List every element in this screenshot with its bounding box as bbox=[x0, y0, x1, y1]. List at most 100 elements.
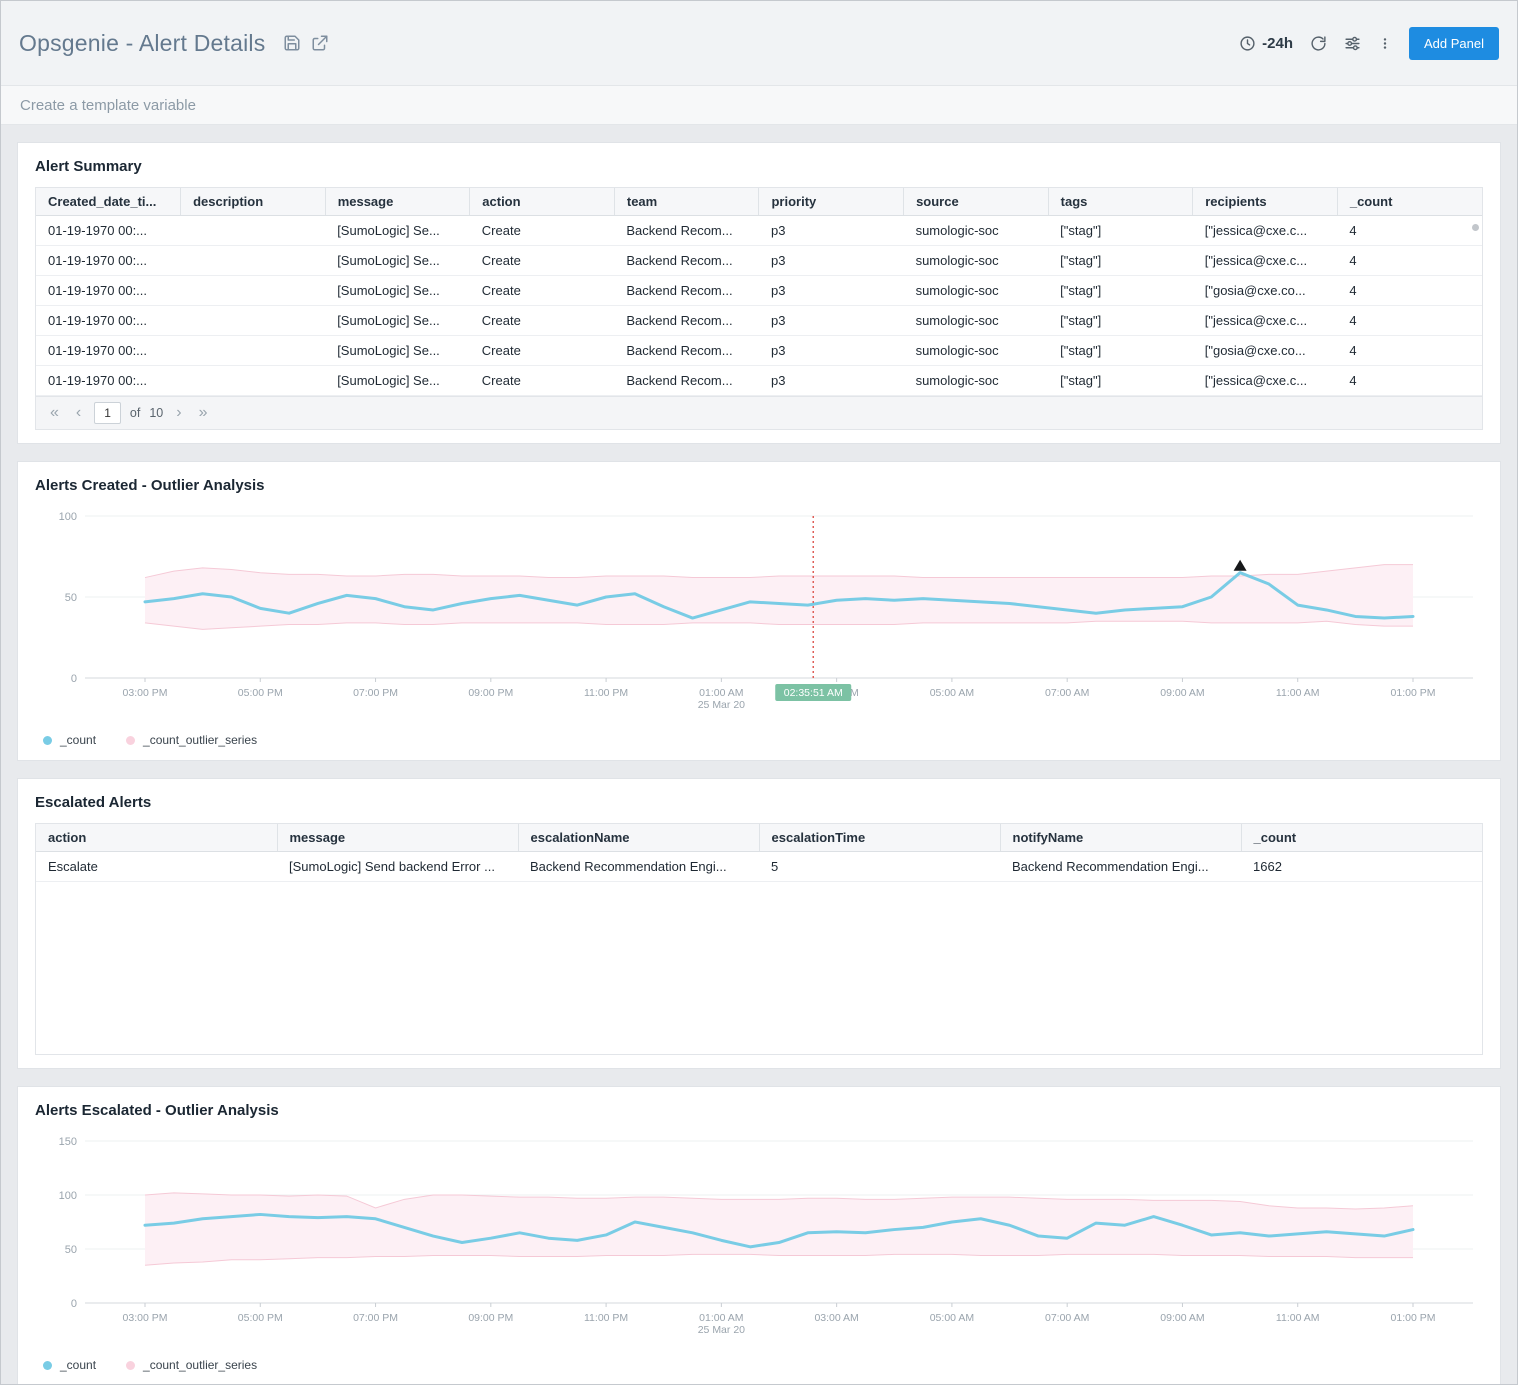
table-scrollbar-thumb[interactable] bbox=[1472, 224, 1479, 231]
kebab-menu-icon[interactable] bbox=[1378, 35, 1392, 52]
alerts-created-chart[interactable]: 0 50 100 03:00 PM 05:00 PM 07:00 PM 09:00 PM 11… bbox=[35, 506, 1483, 724]
svg-text:09:00 AM: 09:00 AM bbox=[1160, 687, 1204, 699]
svg-text:25 Mar 20: 25 Mar 20 bbox=[698, 699, 745, 711]
escalated-alerts-table-frame: action message escalationName escalationTim… bbox=[35, 823, 1483, 1055]
export-icon[interactable] bbox=[311, 34, 329, 52]
svg-text:11:00 PM: 11:00 PM bbox=[584, 687, 628, 699]
legend-count-label[interactable]: _count bbox=[60, 733, 97, 747]
panel-alerts-created-outlier: Alerts Created - Outlier Analysis 0 50 100… bbox=[17, 461, 1501, 761]
column-header-created-date-ti[interactable]: Created_date_ti... bbox=[36, 188, 181, 216]
table-cell: ["stag"] bbox=[1048, 305, 1193, 336]
save-icon[interactable] bbox=[283, 34, 301, 52]
panel-title: Alert Summary bbox=[35, 158, 142, 175]
table-cell: [SumoLogic] Send backend Error ... bbox=[277, 851, 518, 882]
table-cell: sumologic-soc bbox=[903, 305, 1049, 336]
svg-text:11:00 AM: 11:00 AM bbox=[1276, 687, 1320, 699]
table-row[interactable]: 01-19-1970 00:... [SumoLogic] Se... Create… bbox=[36, 365, 1482, 396]
table-cell bbox=[180, 335, 326, 366]
table-cell: ["gosia@cxe.co... bbox=[1192, 275, 1338, 306]
svg-text:150: 150 bbox=[59, 1136, 77, 1148]
first-page-icon[interactable]: « bbox=[50, 404, 59, 421]
current-page-input[interactable]: 1 bbox=[94, 402, 121, 424]
panel-alerts-escalated-outlier: Alerts Escalated - Outlier Analysis 0 50 1… bbox=[17, 1086, 1501, 1384]
column-header-recipients[interactable]: recipients bbox=[1192, 188, 1338, 216]
legend-outlier-dot bbox=[126, 1360, 136, 1370]
outlier-band-upper-line bbox=[144, 564, 1413, 579]
table-cell: 01-19-1970 00:... bbox=[36, 215, 181, 246]
table-cell: sumologic-soc bbox=[903, 365, 1049, 396]
panel-escalated-alerts: Escalated Alerts action message escalation… bbox=[17, 778, 1501, 1069]
dashboard-header: Opsgenie - Alert Details -24h Add P bbox=[1, 1, 1517, 85]
table-cell: 4 bbox=[1337, 215, 1482, 246]
table-cell: Backend Recom... bbox=[614, 215, 759, 246]
column-header-description[interactable]: description bbox=[180, 188, 326, 216]
svg-text:0: 0 bbox=[71, 1298, 77, 1310]
selected-time-badge bbox=[775, 684, 852, 701]
filter-settings-icon[interactable] bbox=[1344, 35, 1361, 52]
legend-outlier-label[interactable]: _count_outlier_series bbox=[143, 1358, 258, 1372]
column-header-message[interactable]: message bbox=[324, 188, 470, 216]
add-panel-button[interactable]: Add Panel bbox=[1409, 26, 1499, 60]
column-header-notifyname[interactable]: notifyName bbox=[999, 824, 1241, 852]
column-header-team[interactable]: team bbox=[613, 188, 759, 216]
escalated-alerts-table: action message escalationName escalationTim… bbox=[36, 824, 1482, 882]
column-header-source[interactable]: source bbox=[903, 188, 1049, 216]
legend-count-label[interactable]: _count bbox=[60, 1358, 97, 1372]
page-title: Opsgenie - Alert Details bbox=[19, 29, 266, 56]
chart-legend: _count _count_outlier_series bbox=[43, 733, 1483, 747]
svg-text:03:00 PM: 03:00 PM bbox=[123, 687, 168, 699]
table-cell: 4 bbox=[1337, 365, 1482, 396]
table-cell: sumologic-soc bbox=[903, 275, 1049, 306]
count-line bbox=[143, 571, 1415, 620]
refresh-icon[interactable] bbox=[1310, 35, 1327, 52]
table-cell bbox=[180, 275, 326, 306]
outlier-band-lower-line bbox=[144, 620, 1413, 630]
pagination-total-pages: 10 bbox=[149, 406, 164, 420]
svg-text:01:00 PM: 01:00 PM bbox=[1391, 687, 1436, 699]
outlier-band-lower-line bbox=[144, 1253, 1413, 1266]
table-row[interactable]: 01-19-1970 00:... [SumoLogic] Se... Create… bbox=[36, 215, 1482, 246]
last-page-icon[interactable]: » bbox=[198, 404, 208, 421]
column-header-action[interactable]: action bbox=[469, 188, 615, 216]
column-header-count[interactable]: _count bbox=[1240, 824, 1482, 852]
column-header-message[interactable]: message bbox=[276, 824, 518, 852]
svg-text:50: 50 bbox=[65, 1244, 77, 1256]
table-cell: ["stag"] bbox=[1048, 365, 1193, 396]
table-row[interactable]: 01-19-1970 00:... [SumoLogic] Se... Create… bbox=[36, 335, 1482, 366]
prev-page-icon[interactable]: ‹ bbox=[75, 404, 82, 421]
alerts-escalated-chart[interactable]: 0 50 100 150 03:00 PM 05:00 PM 07:00 PM 09:00 P… bbox=[35, 1131, 1483, 1349]
panel-title: Escalated Alerts bbox=[35, 794, 152, 811]
svg-text:100: 100 bbox=[59, 511, 77, 523]
table-row[interactable]: 01-19-1970 00:... [SumoLogic] Se... Create… bbox=[36, 275, 1482, 306]
table-cell: Create bbox=[469, 275, 615, 306]
next-page-icon[interactable]: › bbox=[176, 404, 182, 421]
create-template-variable-button[interactable]: Create a template variable bbox=[20, 96, 196, 114]
time-range-control[interactable]: -24h bbox=[1239, 35, 1293, 52]
legend-outlier-dot bbox=[126, 735, 136, 745]
column-header-action[interactable]: action bbox=[36, 824, 277, 852]
column-header-tags[interactable]: tags bbox=[1047, 188, 1193, 216]
outlier-band bbox=[145, 564, 1413, 630]
table-cell: Backend Recom... bbox=[614, 305, 759, 336]
svg-text:100: 100 bbox=[59, 1190, 77, 1202]
header-actions: -24h Add Panel bbox=[1239, 26, 1499, 60]
table-row[interactable]: 01-19-1970 00:... [SumoLogic] Se... Create… bbox=[36, 305, 1482, 336]
svg-text:05:00 PM: 05:00 PM bbox=[238, 1312, 283, 1324]
table-cell: Backend Recom... bbox=[614, 335, 759, 366]
table-cell bbox=[180, 245, 326, 276]
column-header-escalationname[interactable]: escalationName bbox=[517, 824, 759, 852]
svg-text:01:00 PM: 01:00 PM bbox=[1391, 1312, 1436, 1324]
table-row[interactable]: Escalate [SumoLogic] Send backend Error .… bbox=[36, 851, 1482, 882]
column-header-priority[interactable]: priority bbox=[758, 188, 904, 216]
column-header-count[interactable]: _count bbox=[1336, 188, 1482, 216]
table-cell: ["stag"] bbox=[1048, 335, 1193, 366]
table-row[interactable]: 01-19-1970 00:... [SumoLogic] Se... Create… bbox=[36, 245, 1482, 276]
svg-text:01:00 AM: 01:00 AM bbox=[699, 687, 743, 699]
table-cell: Backend Recom... bbox=[614, 365, 759, 396]
legend-count-dot bbox=[43, 735, 52, 745]
legend-outlier-label[interactable]: _count_outlier_series bbox=[143, 733, 258, 747]
column-header-escalationtime[interactable]: escalationTime bbox=[758, 824, 1000, 852]
table-cell: sumologic-soc bbox=[903, 335, 1049, 366]
svg-text:50: 50 bbox=[65, 592, 77, 604]
